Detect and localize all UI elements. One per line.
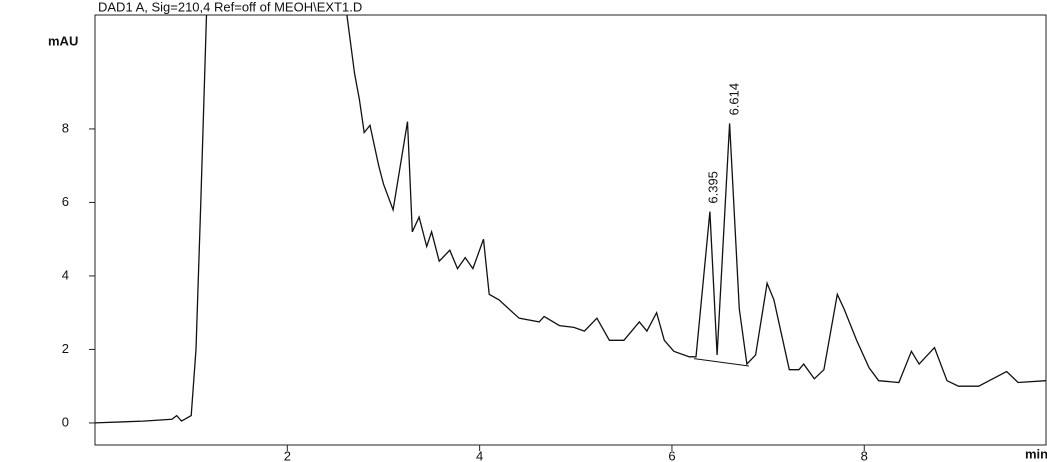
y-tick-label: 2 (62, 341, 69, 356)
y-axis-label: mAU (48, 33, 78, 48)
x-tick-label: 4 (476, 448, 483, 462)
plot-frame (95, 15, 1046, 445)
chart: DAD1 A, Sig=210,4 Ref=off of MEOH\EXT1.D… (0, 0, 1047, 462)
y-tick-label: 6 (62, 194, 69, 209)
x-axis-label: min (1025, 446, 1047, 461)
x-tick-label: 2 (284, 448, 291, 462)
x-tick-label: 6 (668, 448, 675, 462)
y-tick-label: 4 (62, 267, 69, 282)
y-tick-label: 8 (62, 120, 69, 135)
x-tick-label: 8 (861, 448, 868, 462)
integration-baseline (694, 359, 749, 366)
peak-label: 6.614 (726, 83, 741, 116)
peak-label: 6.395 (705, 171, 720, 204)
page: {"chart_data": { "type": "line", "title"… (0, 0, 1047, 462)
signal-trace (95, 0, 1046, 423)
y-tick-label: 0 (62, 414, 69, 429)
chart-title: DAD1 A, Sig=210,4 Ref=off of MEOH\EXT1.D (98, 0, 362, 14)
plot-area (95, 0, 1046, 423)
